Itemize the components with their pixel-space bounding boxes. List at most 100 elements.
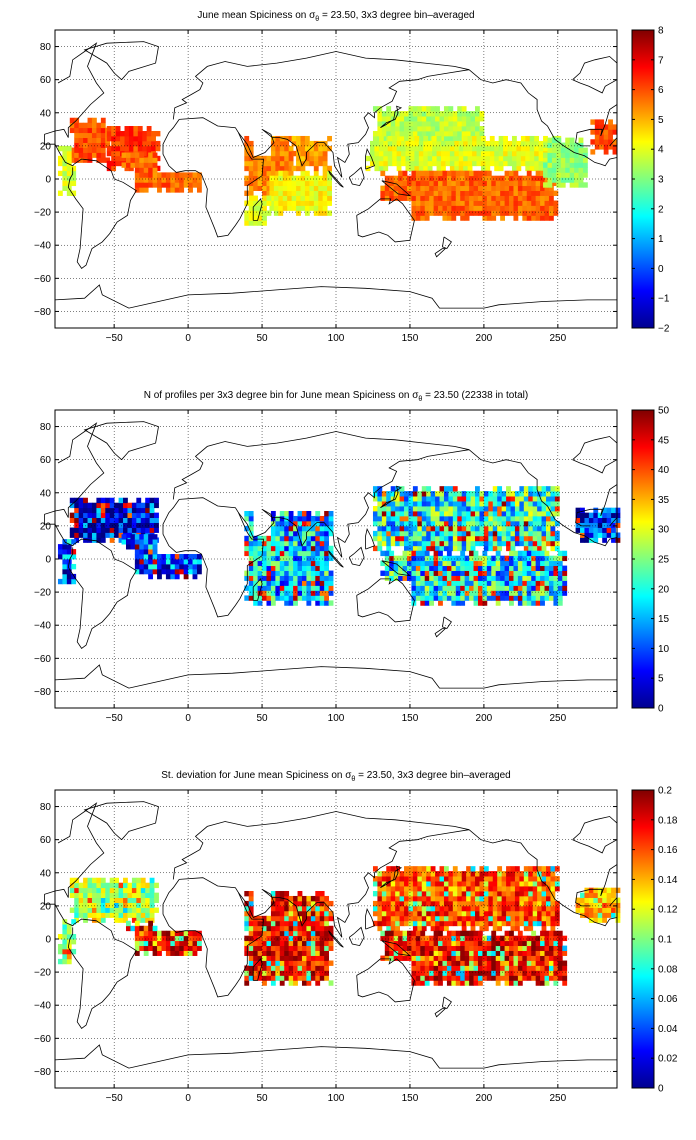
heatmap-cell xyxy=(83,882,88,889)
heatmap-cell xyxy=(426,905,432,912)
heatmap-cell xyxy=(257,200,263,206)
heatmap-cell xyxy=(446,205,452,211)
heatmap-cell xyxy=(446,970,452,976)
heatmap-cell xyxy=(87,117,93,124)
heatmap-cell xyxy=(452,530,458,537)
heatmap-cell xyxy=(399,525,405,532)
heatmap-cell xyxy=(374,155,380,162)
heatmap-cell xyxy=(448,121,454,127)
heatmap-cell xyxy=(525,160,531,167)
heatmap-cell xyxy=(87,122,93,129)
heatmap-cell xyxy=(408,116,414,122)
heatmap-cell xyxy=(457,890,463,897)
heatmap-cell xyxy=(464,940,470,947)
heatmap-cell xyxy=(550,900,556,907)
heatmap-cell xyxy=(301,925,307,932)
heatmap-cell xyxy=(603,129,609,135)
heatmap-cell xyxy=(514,530,520,537)
heatmap-cell xyxy=(528,910,534,917)
heatmap-cell xyxy=(421,515,427,522)
heatmap-cell xyxy=(412,540,418,547)
heatmap-cell xyxy=(114,527,119,533)
heatmap-cell xyxy=(161,559,167,565)
heatmap-cell xyxy=(477,175,483,182)
heatmap-cell xyxy=(377,515,383,522)
heatmap-cell xyxy=(513,215,519,221)
heatmap-cell xyxy=(514,890,520,897)
heatmap-cell xyxy=(531,180,537,187)
heatmap-cell xyxy=(504,585,510,591)
heatmap-cell xyxy=(389,935,395,942)
heatmap-cell xyxy=(550,895,556,902)
heatmap-cell xyxy=(449,155,455,162)
heatmap-cell xyxy=(519,520,525,527)
heatmap-cell xyxy=(288,925,294,932)
heatmap-cell xyxy=(548,205,554,211)
heatmap-cell xyxy=(404,501,409,507)
heatmap-cell xyxy=(523,905,529,912)
heatmap-cell xyxy=(446,590,452,596)
heatmap-cell xyxy=(380,560,386,567)
heatmap-cell xyxy=(510,910,516,917)
heatmap-cell xyxy=(446,950,452,956)
heatmap-cell xyxy=(532,886,538,892)
heatmap-cell xyxy=(288,170,294,177)
heatmap-cell xyxy=(131,507,137,514)
heatmap-cell xyxy=(597,902,603,908)
heatmap-cell xyxy=(253,180,259,187)
heatmap-cell xyxy=(414,165,420,172)
heatmap-cell xyxy=(599,134,605,140)
heatmap-cell xyxy=(550,925,556,932)
heatmap-cell xyxy=(248,580,254,586)
heatmap-cell xyxy=(390,876,396,882)
heatmap-cell xyxy=(550,890,556,897)
heatmap-cell xyxy=(513,210,519,216)
title-text: June mean Spiciness on σ xyxy=(197,10,316,21)
heatmap-cell xyxy=(554,520,560,527)
heatmap-cell xyxy=(532,496,538,502)
heatmap-cell xyxy=(262,920,267,927)
heatmap-cell xyxy=(470,496,476,502)
heatmap-cell xyxy=(531,940,537,947)
heatmap-cell xyxy=(486,955,492,961)
heatmap-cell xyxy=(266,975,272,981)
heatmap-cell xyxy=(522,955,528,961)
heatmap-cell xyxy=(297,950,303,956)
heatmap-cell xyxy=(253,220,259,226)
heatmap-cell xyxy=(149,887,155,894)
heatmap-cell xyxy=(562,580,568,586)
heatmap-cell xyxy=(275,950,281,956)
heatmap-cell xyxy=(377,130,383,137)
heatmap-cell xyxy=(170,573,176,580)
heatmap-cell xyxy=(454,155,460,162)
heatmap-cell xyxy=(83,157,88,163)
heatmap-cell xyxy=(475,540,480,547)
heatmap-cell xyxy=(411,570,417,576)
heatmap-cell xyxy=(507,140,513,147)
heatmap-cell xyxy=(57,958,63,965)
heatmap-cell xyxy=(270,525,276,532)
heatmap-cell xyxy=(557,585,563,591)
coastline xyxy=(380,485,403,509)
heatmap-cell xyxy=(71,573,77,580)
heatmap-cell xyxy=(57,578,63,585)
heatmap-cell xyxy=(597,887,603,894)
heatmap-cell xyxy=(520,140,526,147)
heatmap-cell xyxy=(319,570,325,576)
heatmap-cell xyxy=(543,162,548,168)
heatmap-cell xyxy=(441,155,446,162)
heatmap-cell xyxy=(517,980,523,986)
heatmap-cell xyxy=(248,975,254,981)
heatmap-cell xyxy=(482,940,488,947)
heatmap-cell xyxy=(134,940,140,947)
heatmap-cell xyxy=(612,129,618,135)
heatmap-cell xyxy=(105,907,111,913)
heatmap-cell xyxy=(297,935,303,942)
heatmap-cell xyxy=(279,980,285,986)
heatmap-cell xyxy=(435,915,440,922)
heatmap-cell xyxy=(535,965,541,971)
heatmap-cell xyxy=(582,157,588,163)
heatmap-cell xyxy=(417,525,423,532)
heatmap-cell xyxy=(404,126,409,132)
heatmap-cell xyxy=(139,539,145,545)
